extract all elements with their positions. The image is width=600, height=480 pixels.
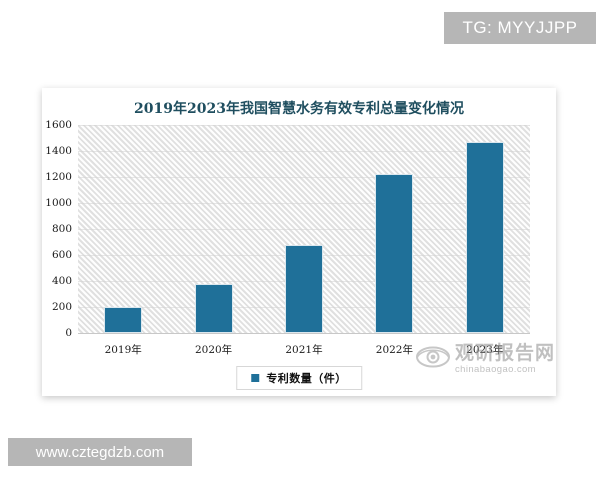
y-axis-tick-label: 600 bbox=[51, 249, 72, 261]
y-axis-tick-label: 800 bbox=[51, 223, 72, 235]
x-axis-tick-label: 2021年 bbox=[285, 344, 323, 356]
gridline bbox=[78, 125, 530, 126]
chart-title: 2019年2023年我国智慧水务有效专利总量变化情况 bbox=[134, 101, 464, 117]
gridline bbox=[78, 203, 530, 204]
bar[interactable] bbox=[375, 174, 414, 333]
plot-area: 0 200 400 600 800 1000 1200 1400 1600 2019年 2020年 2… bbox=[45, 119, 530, 356]
x-axis-tick-label: 2020年 bbox=[194, 344, 233, 356]
bar[interactable] bbox=[285, 244, 323, 333]
bar[interactable] bbox=[104, 307, 143, 333]
y-axis-tick-label: 1000 bbox=[45, 197, 72, 209]
gridline bbox=[78, 177, 530, 178]
y-axis-tick-label: 200 bbox=[51, 301, 72, 313]
y-axis-tick-label: 400 bbox=[51, 275, 72, 287]
gridline bbox=[78, 151, 530, 152]
bar[interactable] bbox=[194, 284, 233, 333]
bar-slot: 2019年 bbox=[78, 125, 168, 356]
tg-watermark-badge: TG: MYYJJPP bbox=[444, 12, 596, 44]
y-axis-tick-label: 1400 bbox=[45, 145, 72, 157]
x-axis-tick-label: 2019年 bbox=[104, 344, 142, 356]
legend-swatch-icon bbox=[251, 374, 260, 382]
bar-slot: 2022年 bbox=[349, 125, 439, 356]
bar[interactable] bbox=[465, 141, 504, 333]
chart-card: 2019年2023年我国智慧水务有效专利总量变化情况 0 200 400 600 800… bbox=[42, 88, 556, 396]
bar-slot: 2020年 bbox=[168, 125, 258, 356]
x-axis-tick-label: 2022年 bbox=[375, 344, 413, 356]
y-axis-tick-label: 1600 bbox=[45, 119, 72, 131]
bar-slot: 2021年 bbox=[259, 125, 349, 356]
tg-watermark-text: TG: MYYJJPP bbox=[462, 18, 578, 37]
gridline bbox=[78, 229, 530, 230]
y-axis-tick-label: 1200 bbox=[45, 171, 72, 183]
bar-slot: 2023年 bbox=[440, 125, 530, 356]
url-watermark-text: www.cztegdzb.com bbox=[35, 443, 165, 461]
x-axis-tick-label: 2023年 bbox=[466, 344, 504, 356]
y-axis-tick-label: 0 bbox=[65, 327, 72, 339]
chart-legend[interactable]: 专利数量（件） bbox=[236, 366, 362, 390]
url-watermark-badge: www.cztegdzb.com bbox=[8, 438, 192, 466]
legend-label: 专利数量（件） bbox=[266, 372, 347, 385]
